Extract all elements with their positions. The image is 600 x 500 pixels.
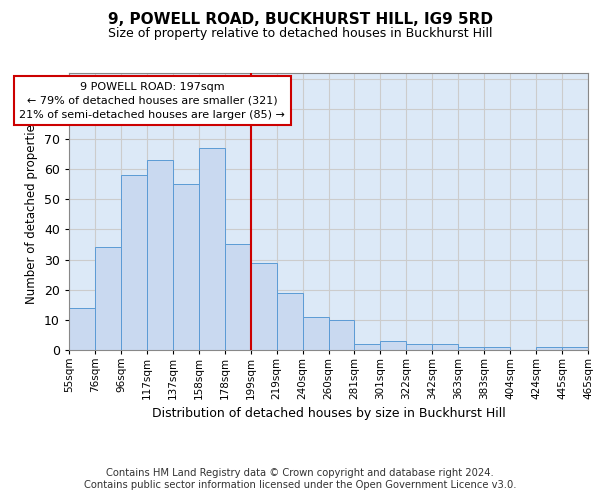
- Bar: [147, 160, 173, 350]
- Bar: [536, 347, 562, 350]
- Bar: [458, 347, 484, 350]
- Text: Distribution of detached houses by size in Buckhurst Hill: Distribution of detached houses by size …: [152, 408, 506, 420]
- Bar: [406, 344, 432, 350]
- Bar: [329, 320, 355, 350]
- Bar: [225, 244, 251, 350]
- Bar: [484, 347, 510, 350]
- Bar: [69, 308, 95, 350]
- Bar: [355, 344, 380, 350]
- Text: Contains HM Land Registry data © Crown copyright and database right 2024.: Contains HM Land Registry data © Crown c…: [106, 468, 494, 477]
- Text: 9 POWELL ROAD: 197sqm
← 79% of detached houses are smaller (321)
21% of semi-det: 9 POWELL ROAD: 197sqm ← 79% of detached …: [19, 82, 285, 120]
- Bar: [251, 262, 277, 350]
- Bar: [302, 317, 329, 350]
- Text: Contains public sector information licensed under the Open Government Licence v3: Contains public sector information licen…: [84, 480, 516, 490]
- Text: 9, POWELL ROAD, BUCKHURST HILL, IG9 5RD: 9, POWELL ROAD, BUCKHURST HILL, IG9 5RD: [107, 12, 493, 28]
- Bar: [121, 175, 147, 350]
- Bar: [562, 347, 588, 350]
- Bar: [277, 292, 302, 350]
- Bar: [199, 148, 224, 350]
- Bar: [433, 344, 458, 350]
- Bar: [95, 248, 121, 350]
- Bar: [173, 184, 199, 350]
- Bar: [380, 341, 406, 350]
- Text: Size of property relative to detached houses in Buckhurst Hill: Size of property relative to detached ho…: [108, 28, 492, 40]
- Y-axis label: Number of detached properties: Number of detached properties: [25, 118, 38, 304]
